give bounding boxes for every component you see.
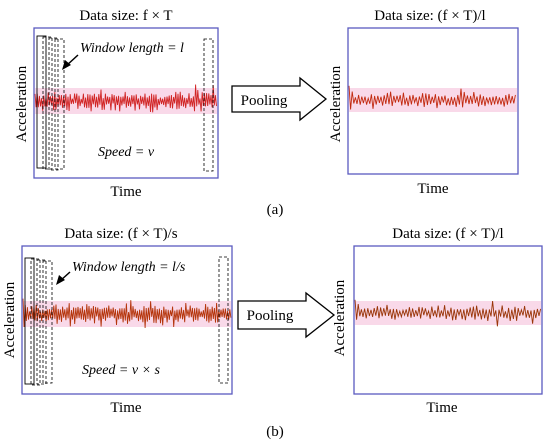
panel-b-right-frame <box>353 245 543 395</box>
panel-a-right-plot <box>347 27 519 175</box>
panel-b-speed-note: Speed = v × s <box>82 363 161 378</box>
panel-b-pooling-arrow: Pooling <box>237 291 336 339</box>
panel-a-right-xlabel: Time <box>417 181 448 197</box>
panel-a-pooling-arrow: Pooling <box>231 76 328 122</box>
panel-b-left-title: Data size: (f × T)/s <box>64 226 177 242</box>
window-box <box>42 36 53 170</box>
panel-a-window-note: Window length = l <box>80 41 184 56</box>
window-box <box>30 258 41 386</box>
window-box <box>54 38 65 170</box>
panel-a-left-xlabel: Time <box>110 184 141 200</box>
panel-b-right-xlabel: Time <box>426 400 457 416</box>
panel-a: Data size: f × T Acceleration Window len… <box>14 8 519 218</box>
panel-a-left-ylabel: Acceleration <box>14 65 30 142</box>
panel-b-right-ylabel: Acceleration <box>332 279 348 356</box>
window-box-end <box>203 38 214 172</box>
window-box <box>36 35 47 169</box>
panel-a-left-title: Data size: f × T <box>79 8 172 24</box>
panel-a-left-frame <box>33 27 219 179</box>
panel-b-left-plot: Window length = l/s Speed = v × s <box>21 245 233 395</box>
panel-b-label: (b) <box>266 424 284 440</box>
panel-a-right-signal <box>348 85 516 110</box>
panel-a-label: (a) <box>267 202 284 218</box>
panel-a-right-title: Data size: (f × T)/l <box>374 8 485 24</box>
panel-a-left-signal <box>34 84 217 113</box>
panel-a-speed-note: Speed = v <box>98 145 155 160</box>
panel-b-left-signal <box>22 298 232 329</box>
window-box-end <box>218 256 229 384</box>
panel-a-left-plot: Window length = l Speed = v <box>33 27 219 179</box>
panel-b-pooling-label: Pooling <box>247 308 294 324</box>
panel-b-right-plot <box>353 245 543 395</box>
window-pointer-head <box>62 60 71 70</box>
panel-a-right-ylabel: Acceleration <box>328 65 344 142</box>
window-box <box>36 259 47 385</box>
panel-b-left-xlabel: Time <box>110 400 141 416</box>
window-box <box>42 260 53 384</box>
window-box <box>48 37 59 171</box>
panel-a-pooling-label: Pooling <box>241 93 288 109</box>
panel-b-left-frame <box>21 245 233 395</box>
window-pointer-head <box>56 275 65 285</box>
panel-b-right-signal <box>354 299 542 327</box>
panel-b: Data size: (f × T)/s Acceleration Window… <box>2 226 543 440</box>
window-box <box>24 257 35 385</box>
panel-a-right-frame <box>347 27 519 175</box>
panel-b-left-ylabel: Acceleration <box>2 281 18 358</box>
panel-b-right-title: Data size: (f × T)/l <box>392 226 503 242</box>
panel-b-window-note: Window length = l/s <box>72 260 186 275</box>
